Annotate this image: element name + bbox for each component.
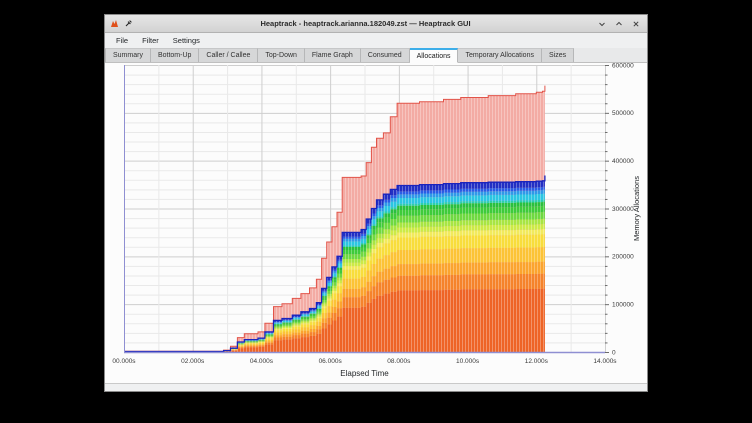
menubar: File Filter Settings (105, 33, 647, 48)
y-tick-label: 100000 (612, 301, 634, 308)
titlebar-icons (110, 19, 133, 28)
y-tick-label: 0 (612, 349, 616, 356)
heaptrack-app-icon (111, 20, 118, 27)
pin-icon (125, 20, 132, 27)
allocations-chart-panel: 00.000s 02.000s 04.000s 06.000s 08.000s 10.00… (105, 63, 647, 383)
tab-sizes[interactable]: Sizes (541, 48, 575, 62)
y-axis-title: Memory Allocations (632, 176, 641, 241)
y-tick-label: 500000 (612, 110, 634, 117)
titlebar[interactable]: Heaptrack - heaptrack.arianna.182049.zst… (105, 15, 647, 33)
menu-filter[interactable]: Filter (142, 36, 159, 45)
stack-top-line (124, 175, 546, 353)
tab-allocations[interactable]: Allocations (409, 48, 459, 63)
close-button[interactable] (632, 20, 640, 28)
window-footer (105, 383, 647, 391)
y-tick-label: 300000 (612, 206, 634, 213)
tab-top-down[interactable]: Top-Down (258, 48, 305, 62)
y-tick-label: 400000 (612, 158, 634, 165)
tab-consumed[interactable]: Consumed (360, 48, 410, 62)
y-tick-label: 200000 (612, 254, 634, 261)
chart-axes: 00.000s 02.000s 04.000s 06.000s 08.000s 10.00… (112, 63, 641, 378)
x-tick-label: 00.000s (112, 358, 136, 365)
x-tick-label: 06.000s (319, 358, 343, 365)
x-tick-label: 08.000s (387, 358, 411, 365)
y-tick-label: 600000 (612, 63, 634, 69)
x-tick-label: 12.000s (525, 358, 549, 365)
x-tick-label: 02.000s (181, 358, 205, 365)
tab-bar: Summary Bottom-Up Caller / Callee Top-Down F… (105, 48, 647, 63)
menu-settings[interactable]: Settings (172, 36, 200, 45)
tab-temporary-allocations[interactable]: Temporary Allocations (458, 48, 542, 62)
x-axis-title: Elapsed Time (340, 369, 389, 378)
x-tick-label: 04.000s (250, 358, 274, 365)
x-tick-label: 10.000s (456, 358, 480, 365)
tab-bottom-up[interactable]: Bottom-Up (150, 48, 200, 62)
total-allocations-line (124, 85, 546, 352)
x-tick-label: 14.000s (593, 358, 617, 365)
tab-caller-callee[interactable]: Caller / Callee (199, 48, 259, 62)
minimize-button[interactable] (598, 20, 606, 28)
menu-file[interactable]: File (116, 36, 129, 45)
maximize-button[interactable] (615, 20, 623, 28)
chart-series (124, 85, 546, 353)
heaptrack-window: Heaptrack - heaptrack.arianna.182049.zst… (104, 14, 648, 392)
allocations-chart-canvas[interactable]: 00.000s 02.000s 04.000s 06.000s 08.000s 10.00… (105, 63, 649, 385)
tab-summary[interactable]: Summary (105, 48, 151, 62)
tab-flame-graph[interactable]: Flame Graph (304, 48, 361, 62)
window-title: Heaptrack - heaptrack.arianna.182049.zst… (260, 19, 471, 28)
